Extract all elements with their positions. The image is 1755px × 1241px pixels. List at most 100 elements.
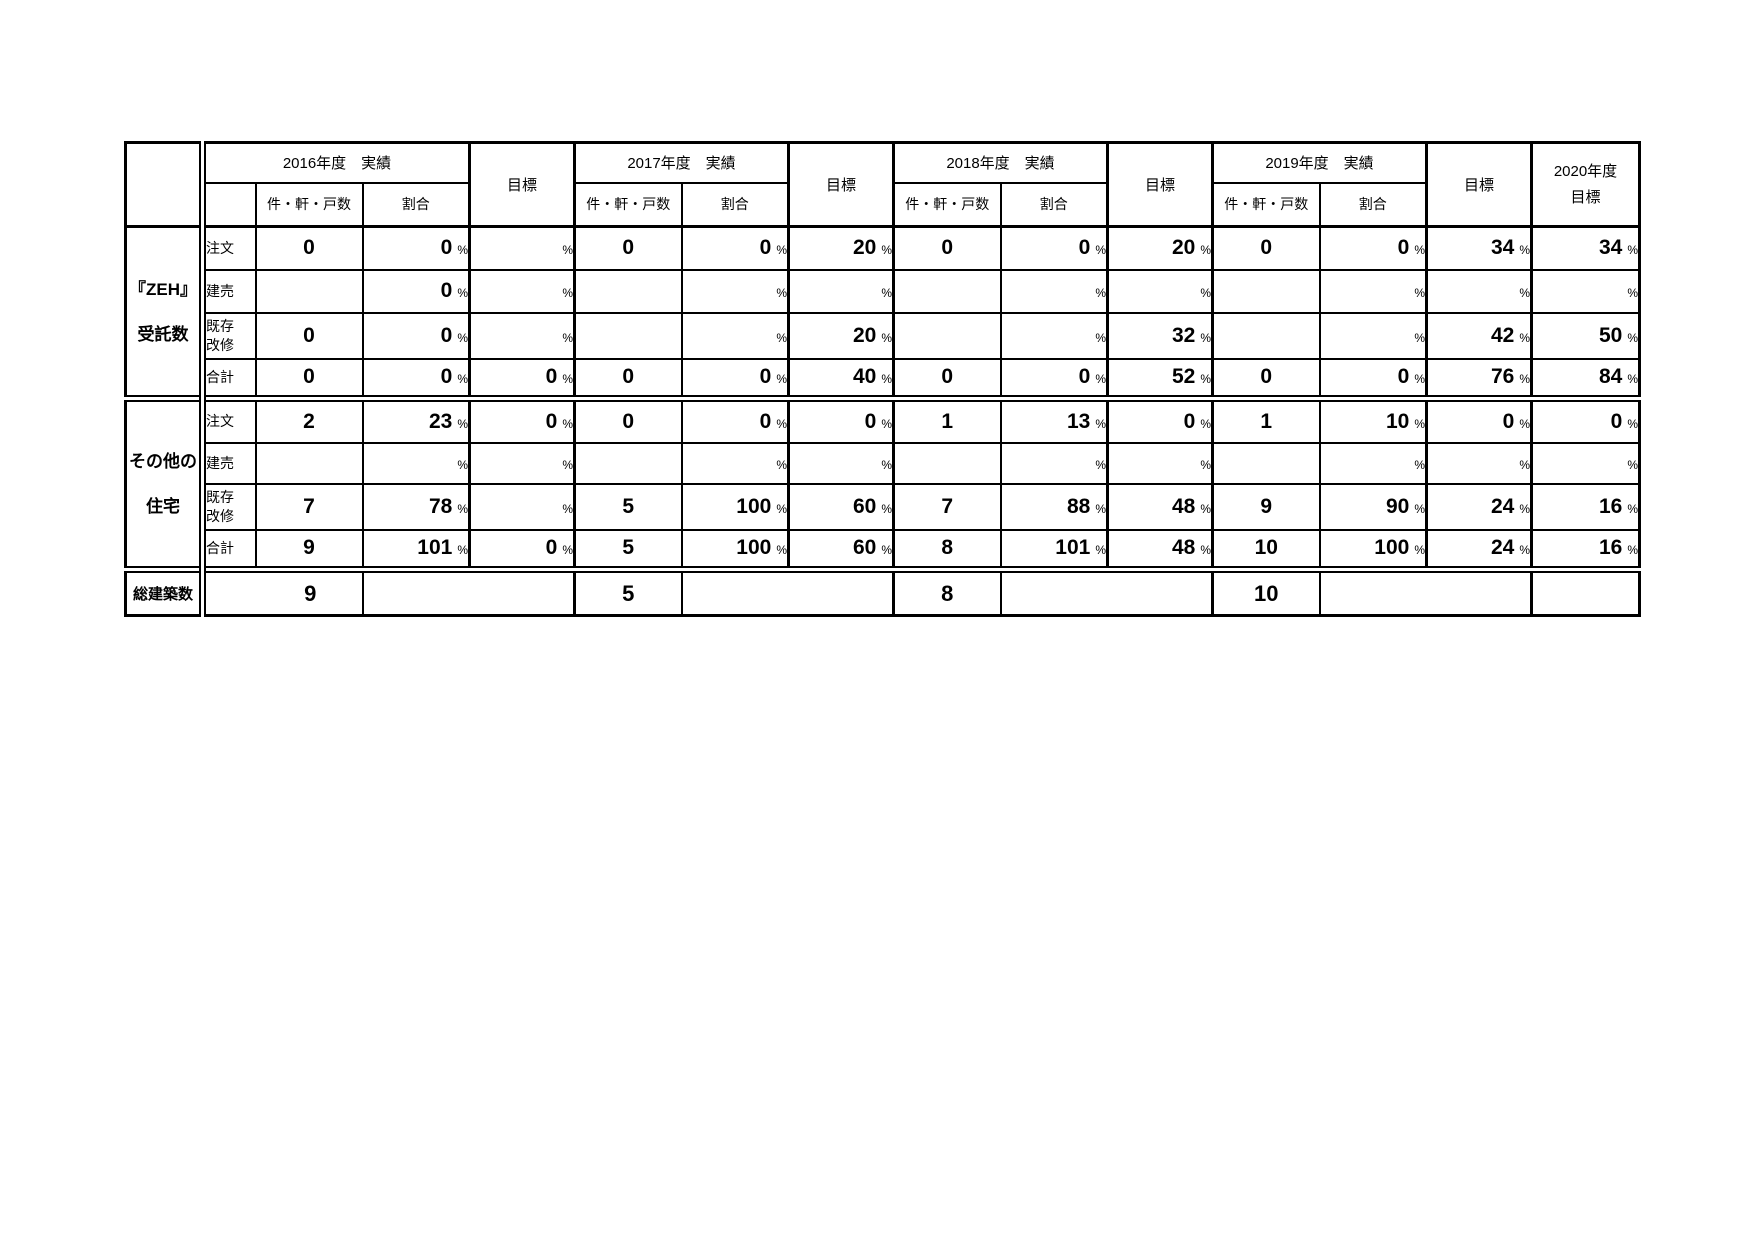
count-cell: 10 <box>1211 528 1321 571</box>
ratio-cell: 101% <box>361 528 471 571</box>
ratio-cell: % <box>361 441 471 485</box>
final-goal-header-2020: 2020年度 目標 <box>1530 141 1641 228</box>
total-count-2019: 10 <box>1211 566 1321 617</box>
ratio-cell: 23% <box>361 395 471 444</box>
count-cell: 0 <box>254 225 364 271</box>
group-label-other: その他の 住宅 <box>124 395 206 571</box>
final-goal-cell: 50% <box>1530 311 1641 360</box>
goal-cell: 0% <box>787 395 895 444</box>
row-label: 建売 <box>201 441 257 485</box>
count-cell: 7 <box>892 482 1002 531</box>
goal-cell: % <box>468 311 576 360</box>
ratio-cell: 0% <box>999 225 1109 271</box>
count-cell: 0 <box>1211 357 1321 400</box>
goal-cell: 42% <box>1425 311 1533 360</box>
corner-cell <box>124 141 206 228</box>
ratio-cell: % <box>680 268 790 314</box>
count-cell: 0 <box>573 225 683 271</box>
row-label: 注文 <box>201 395 257 444</box>
row-label: 注文 <box>201 225 257 271</box>
ratio-header-2018: 割合 <box>999 181 1109 228</box>
year-header-2017: 2017年度 実績 <box>573 141 790 184</box>
count-cell: 0 <box>254 357 364 400</box>
count-cell: 0 <box>573 395 683 444</box>
count-cell <box>892 268 1002 314</box>
final-goal-cell: 16% <box>1530 528 1641 571</box>
ratio-cell: 0% <box>1318 357 1428 400</box>
count-cell: 0 <box>573 357 683 400</box>
count-header-2017: 件・軒・戸数 <box>573 181 683 228</box>
count-cell: 0 <box>254 311 364 360</box>
goal-cell: 76% <box>1425 357 1533 400</box>
final-goal-cell: 16% <box>1530 482 1641 531</box>
count-cell: 1 <box>1211 395 1321 444</box>
ratio-cell: 0% <box>680 395 790 444</box>
count-cell <box>254 268 364 314</box>
total-count-2018: 8 <box>892 566 1002 617</box>
count-header-2019: 件・軒・戸数 <box>1211 181 1321 228</box>
row-label: 合計 <box>201 528 257 571</box>
final-goal-cell: 0% <box>1530 395 1641 444</box>
ratio-cell: 0% <box>361 225 471 271</box>
goal-cell: % <box>468 441 576 485</box>
goal-cell: 20% <box>787 225 895 271</box>
total-count-2017: 5 <box>573 566 683 617</box>
ratio-cell: % <box>1318 441 1428 485</box>
count-cell: 9 <box>1211 482 1321 531</box>
year-header-2018: 2018年度 実績 <box>892 141 1109 184</box>
zeh-report-table: 2016年度 実績 目標 2017年度 実績 目標 2018年度 実績 目標 2… <box>124 141 1641 617</box>
ratio-cell: % <box>999 311 1109 360</box>
ratio-cell: % <box>1318 311 1428 360</box>
final-goal-cell: 84% <box>1530 357 1641 400</box>
goal-header-2019: 目標 <box>1425 141 1533 228</box>
ratio-cell: 0% <box>361 357 471 400</box>
goal-cell: 48% <box>1106 528 1214 571</box>
count-cell: 7 <box>254 482 364 531</box>
goal-header-2017: 目標 <box>787 141 895 228</box>
total-blank-2019 <box>1318 566 1533 617</box>
total-blank-2017 <box>680 566 895 617</box>
goal-cell: 20% <box>1106 225 1214 271</box>
goal-cell: 34% <box>1425 225 1533 271</box>
count-cell <box>1211 311 1321 360</box>
total-blank-2018 <box>999 566 1214 617</box>
goal-cell: 0% <box>468 528 576 571</box>
goal-cell: 60% <box>787 528 895 571</box>
count-cell <box>573 311 683 360</box>
count-cell <box>573 441 683 485</box>
count-cell <box>892 441 1002 485</box>
total-count-2020 <box>1530 566 1641 617</box>
ratio-header-2019: 割合 <box>1318 181 1428 228</box>
row-label: 既存 改修 <box>201 311 257 360</box>
row-label: 合計 <box>201 357 257 400</box>
count-cell: 5 <box>573 482 683 531</box>
count-cell: 1 <box>892 395 1002 444</box>
count-header-2018: 件・軒・戸数 <box>892 181 1002 228</box>
group-label-zeh: 『ZEH』 受託数 <box>124 225 206 400</box>
ratio-cell: 88% <box>999 482 1109 531</box>
goal-cell: 52% <box>1106 357 1214 400</box>
goal-cell: 40% <box>787 357 895 400</box>
ratio-cell: 0% <box>361 311 471 360</box>
count-cell <box>254 441 364 485</box>
goal-cell: % <box>468 225 576 271</box>
final-goal-cell: % <box>1530 268 1641 314</box>
count-cell <box>1211 441 1321 485</box>
goal-cell: % <box>468 268 576 314</box>
goal-cell: 24% <box>1425 528 1533 571</box>
final-goal-cell: 34% <box>1530 225 1641 271</box>
goal-cell: % <box>1106 268 1214 314</box>
goal-cell: 32% <box>1106 311 1214 360</box>
goal-cell: 0% <box>1106 395 1214 444</box>
ratio-cell: 100% <box>1318 528 1428 571</box>
ratio-cell: 10% <box>1318 395 1428 444</box>
count-cell: 5 <box>573 528 683 571</box>
goal-header-2018: 目標 <box>1106 141 1214 228</box>
count-cell: 0 <box>1211 225 1321 271</box>
ratio-cell: 101% <box>999 528 1109 571</box>
goal-header-2016: 目標 <box>468 141 576 228</box>
ratio-cell: 78% <box>361 482 471 531</box>
ratio-cell: 0% <box>680 357 790 400</box>
total-count-2016: 9 <box>201 566 364 617</box>
